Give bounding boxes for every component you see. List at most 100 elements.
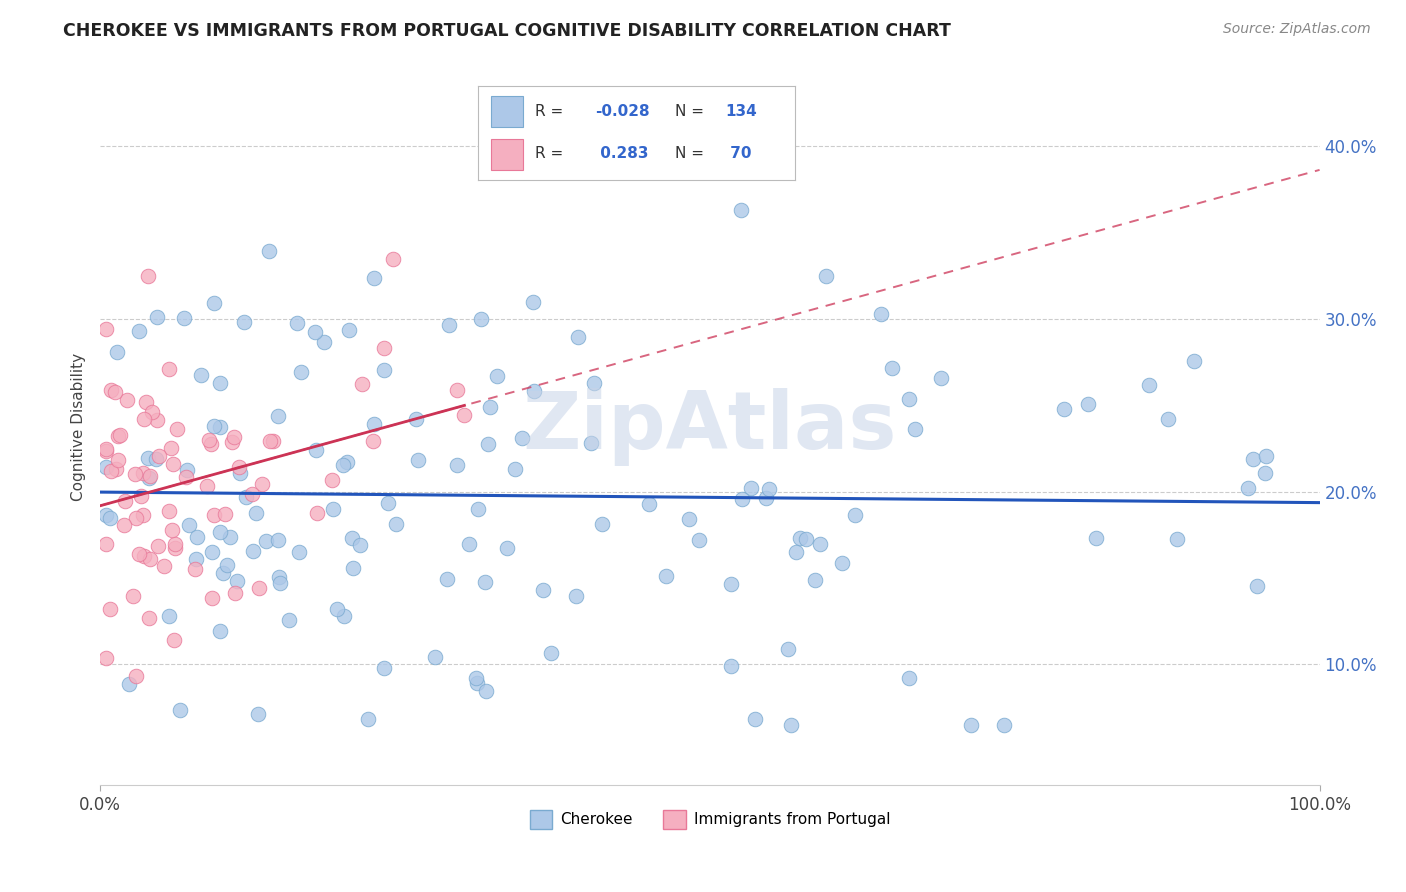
Point	[163, 541, 186, 556]
Point	[496, 541, 519, 556]
Point	[138, 610, 160, 624]
Point	[110, 428, 132, 442]
Point	[259, 244, 281, 258]
Point	[1241, 452, 1264, 467]
Point	[269, 575, 291, 590]
Point	[1236, 481, 1258, 495]
Point	[960, 717, 983, 731]
Point	[138, 471, 160, 485]
Point	[815, 269, 838, 284]
Point	[423, 650, 446, 665]
Point	[235, 490, 257, 504]
Point	[202, 296, 225, 310]
Point	[129, 489, 152, 503]
Point	[125, 668, 148, 682]
Point	[139, 468, 162, 483]
Point	[124, 467, 146, 481]
Point	[583, 376, 606, 391]
Point	[437, 318, 460, 333]
Point	[217, 558, 239, 573]
Point	[567, 330, 589, 344]
Point	[332, 609, 354, 624]
Point	[208, 419, 231, 434]
Point	[240, 487, 263, 501]
Point	[453, 408, 475, 422]
Point	[177, 517, 200, 532]
Point	[202, 508, 225, 523]
Point	[277, 613, 299, 627]
Point	[638, 497, 661, 511]
Point	[259, 434, 281, 448]
Point	[357, 712, 380, 726]
Point	[720, 659, 742, 673]
Point	[173, 311, 195, 326]
Point	[730, 203, 752, 218]
Point	[212, 566, 235, 581]
Point	[522, 294, 544, 309]
Point	[377, 496, 399, 510]
Point	[224, 586, 246, 600]
Point	[219, 531, 242, 545]
Point	[221, 435, 243, 450]
Point	[778, 642, 800, 657]
Point	[470, 312, 492, 326]
Point	[201, 545, 224, 559]
Point	[214, 507, 236, 521]
Point	[228, 459, 250, 474]
Point	[145, 452, 167, 467]
Point	[200, 437, 222, 451]
Point	[96, 460, 118, 475]
Point	[163, 537, 186, 551]
Point	[720, 576, 742, 591]
Point	[540, 647, 562, 661]
Point	[314, 335, 336, 350]
Point	[1156, 412, 1178, 426]
Point	[169, 703, 191, 717]
Point	[755, 491, 778, 505]
Point	[305, 442, 328, 457]
Point	[385, 516, 408, 531]
Point	[373, 661, 395, 675]
Point	[242, 544, 264, 558]
Point	[479, 400, 502, 414]
Point	[446, 458, 468, 472]
Point	[780, 717, 803, 731]
Point	[112, 518, 135, 533]
Point	[128, 547, 150, 561]
Point	[870, 307, 893, 321]
Text: CHEROKEE VS IMMIGRANTS FROM PORTUGAL COGNITIVE DISABILITY CORRELATION CHART: CHEROKEE VS IMMIGRANTS FROM PORTUGAL COG…	[63, 22, 950, 40]
Point	[405, 411, 427, 425]
Point	[1256, 450, 1278, 464]
Point	[446, 383, 468, 397]
Point	[457, 537, 479, 551]
Text: Source: ZipAtlas.com: Source: ZipAtlas.com	[1223, 22, 1371, 37]
Point	[152, 559, 174, 574]
Point	[146, 539, 169, 553]
Point	[326, 602, 349, 616]
Point	[186, 530, 208, 544]
Point	[531, 582, 554, 597]
Point	[373, 363, 395, 377]
Point	[688, 533, 710, 548]
Point	[184, 552, 207, 566]
Point	[579, 436, 602, 450]
Point	[229, 466, 252, 480]
Point	[808, 536, 831, 550]
Point	[246, 706, 269, 721]
Point	[96, 537, 118, 551]
Point	[1182, 353, 1205, 368]
Point	[486, 369, 509, 384]
Point	[176, 463, 198, 477]
Point	[363, 417, 385, 431]
Point	[134, 549, 156, 563]
Point	[202, 419, 225, 434]
Point	[290, 365, 312, 379]
Point	[467, 502, 489, 516]
Point	[305, 506, 328, 520]
Point	[789, 532, 811, 546]
Point	[267, 533, 290, 547]
Point	[100, 383, 122, 397]
Point	[373, 341, 395, 355]
Point	[190, 368, 212, 383]
Point	[118, 677, 141, 691]
